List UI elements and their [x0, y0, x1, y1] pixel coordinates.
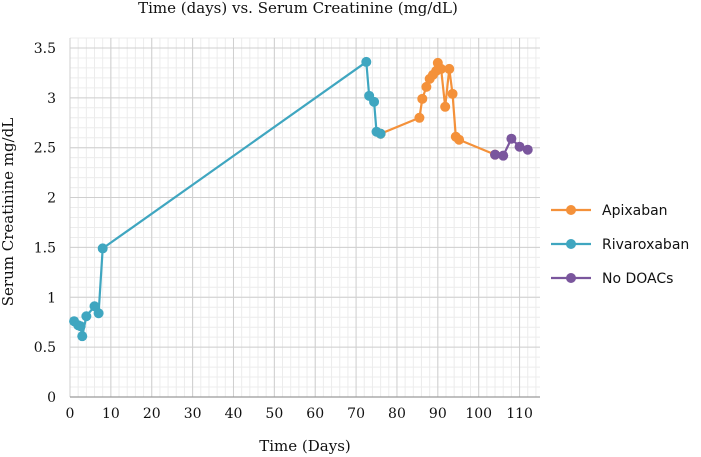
- x-tick-label: 100: [465, 406, 492, 422]
- legend-item-apixaban[interactable]: Apixaban: [551, 203, 668, 219]
- legend-label: No DOACs: [602, 271, 673, 287]
- y-tick-label: 3: [47, 91, 56, 107]
- data-point-no-doacs[interactable]: [506, 133, 517, 144]
- x-tick-label: 90: [429, 406, 447, 422]
- chart-title: Time (days) vs. Serum Creatinine (mg/dL): [138, 0, 458, 17]
- data-point-rivaroxaban[interactable]: [81, 311, 92, 322]
- legend-label: Apixaban: [602, 203, 668, 219]
- legend-label: Rivaroxaban: [602, 237, 689, 253]
- series-layer: [69, 56, 533, 342]
- data-point-no-doacs[interactable]: [522, 144, 533, 155]
- data-point-rivaroxaban[interactable]: [93, 308, 104, 319]
- data-point-apixaban[interactable]: [436, 63, 447, 74]
- data-point-rivaroxaban[interactable]: [361, 56, 372, 67]
- series-no-doacs: [490, 133, 533, 161]
- data-point-rivaroxaban[interactable]: [77, 331, 88, 342]
- y-tick-label: 1: [47, 290, 56, 306]
- data-point-rivaroxaban[interactable]: [97, 243, 108, 254]
- data-point-apixaban[interactable]: [444, 63, 455, 74]
- data-point-apixaban[interactable]: [421, 81, 432, 92]
- y-tick-labels: 0 0.5 1 1.5 2 2.5 3 3.5: [34, 41, 56, 406]
- data-point-apixaban[interactable]: [417, 93, 428, 104]
- y-tick-label: 2: [47, 191, 56, 207]
- data-point-apixaban[interactable]: [440, 101, 451, 112]
- data-point-rivaroxaban[interactable]: [75, 321, 86, 332]
- data-point-no-doacs[interactable]: [498, 150, 509, 161]
- data-point-apixaban[interactable]: [414, 112, 425, 123]
- x-tick-label: 20: [143, 406, 161, 422]
- y-axis-label: Serum Creatinine mg/dL: [0, 118, 17, 307]
- x-tick-label: 0: [66, 406, 75, 422]
- legend-item-no-doacs[interactable]: No DOACs: [551, 271, 673, 287]
- x-tick-label: 60: [306, 406, 324, 422]
- legend: Apixaban Rivaroxaban No DOACs: [551, 203, 689, 287]
- x-tick-label: 50: [265, 406, 283, 422]
- series-rivaroxaban: [69, 56, 386, 342]
- data-point-no-doacs[interactable]: [490, 149, 501, 160]
- data-point-apixaban[interactable]: [447, 88, 458, 99]
- y-tick-label: 0: [47, 390, 56, 406]
- data-point-rivaroxaban[interactable]: [369, 96, 380, 107]
- legend-item-rivaroxaban[interactable]: Rivaroxaban: [551, 237, 689, 253]
- legend-swatch-marker: [566, 205, 576, 215]
- x-tick-labels: 0 10 20 30 40 50 60 70 80 90 100 110: [66, 406, 533, 422]
- legend-swatch-marker: [566, 239, 576, 249]
- x-tick-label: 10: [102, 406, 120, 422]
- major-gridlines: [69, 38, 540, 398]
- data-point-rivaroxaban[interactable]: [375, 128, 386, 139]
- data-point-apixaban[interactable]: [454, 134, 465, 145]
- y-tick-label: 3.5: [34, 41, 56, 57]
- legend-swatch-marker: [566, 273, 576, 283]
- series-line-rivaroxaban: [73, 60, 382, 338]
- x-tick-label: 70: [347, 406, 365, 422]
- x-tick-label: 30: [184, 406, 202, 422]
- y-tick-label: 0.5: [34, 340, 56, 356]
- y-tick-label: 2.5: [34, 141, 56, 157]
- y-tick-label: 1.5: [34, 240, 56, 256]
- data-point-no-doacs[interactable]: [514, 141, 525, 152]
- x-tick-label: 110: [506, 406, 533, 422]
- x-tick-label: 40: [225, 406, 243, 422]
- x-tick-label: 80: [388, 406, 406, 422]
- x-axis-label: Time (Days): [259, 437, 351, 455]
- minor-gridlines: [69, 37, 540, 398]
